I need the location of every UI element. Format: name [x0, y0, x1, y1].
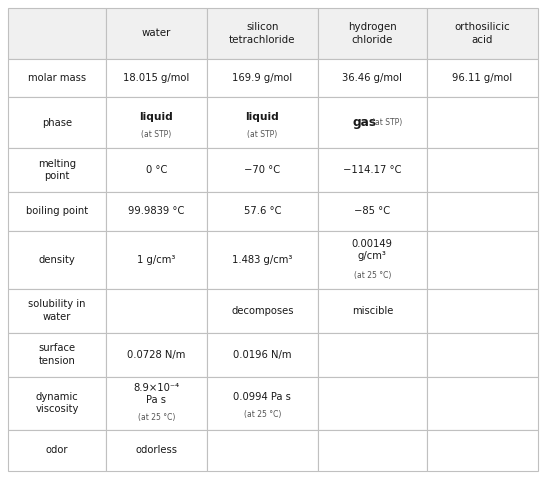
- Text: gas: gas: [352, 116, 376, 129]
- Text: (at STP): (at STP): [247, 129, 277, 138]
- Bar: [427, 192, 538, 231]
- Bar: [318, 192, 427, 231]
- Bar: [318, 288, 427, 332]
- Text: 1.483 g/cm³: 1.483 g/cm³: [232, 255, 293, 264]
- Bar: [106, 288, 207, 332]
- Bar: [427, 97, 538, 148]
- Bar: [106, 148, 207, 192]
- Bar: [318, 231, 427, 288]
- Bar: [207, 430, 318, 470]
- Text: −70 °C: −70 °C: [245, 165, 281, 175]
- Bar: [8, 288, 106, 332]
- Text: boiling point: boiling point: [26, 206, 88, 217]
- Text: 57.6 °C: 57.6 °C: [244, 206, 281, 217]
- Bar: [8, 148, 106, 192]
- Text: 0.0728 N/m: 0.0728 N/m: [127, 350, 186, 360]
- Text: density: density: [39, 255, 75, 264]
- Bar: [207, 148, 318, 192]
- Bar: [106, 231, 207, 288]
- Bar: [318, 376, 427, 430]
- Text: odor: odor: [46, 445, 68, 455]
- Bar: [207, 231, 318, 288]
- Bar: [106, 430, 207, 470]
- Bar: [8, 376, 106, 430]
- Bar: [8, 430, 106, 470]
- Bar: [106, 376, 207, 430]
- Text: 0.0196 N/m: 0.0196 N/m: [233, 350, 292, 360]
- Text: odorless: odorless: [135, 445, 177, 455]
- Text: silicon
tetrachloride: silicon tetrachloride: [229, 22, 295, 45]
- Text: (at STP): (at STP): [372, 118, 402, 127]
- Text: water: water: [142, 28, 171, 38]
- Text: (at STP): (at STP): [141, 129, 171, 138]
- Text: surface
tension: surface tension: [38, 343, 75, 366]
- Text: molar mass: molar mass: [28, 73, 86, 83]
- Bar: [318, 148, 427, 192]
- Bar: [318, 8, 427, 59]
- Text: hydrogen
chloride: hydrogen chloride: [348, 22, 397, 45]
- Bar: [207, 332, 318, 376]
- Bar: [207, 59, 318, 97]
- Bar: [106, 8, 207, 59]
- Bar: [427, 376, 538, 430]
- Text: 8.9×10⁻⁴
Pa s: 8.9×10⁻⁴ Pa s: [133, 383, 180, 405]
- Text: 0.00149
g/cm³: 0.00149 g/cm³: [352, 239, 393, 261]
- Bar: [8, 332, 106, 376]
- Text: solubility in
water: solubility in water: [28, 299, 86, 322]
- Bar: [318, 332, 427, 376]
- Bar: [427, 430, 538, 470]
- Text: miscible: miscible: [352, 306, 393, 316]
- Text: melting
point: melting point: [38, 159, 76, 182]
- Bar: [318, 59, 427, 97]
- Bar: [427, 59, 538, 97]
- Text: 36.46 g/mol: 36.46 g/mol: [342, 73, 402, 83]
- Bar: [427, 231, 538, 288]
- Bar: [8, 59, 106, 97]
- Text: (at 25 °C): (at 25 °C): [244, 411, 281, 420]
- Bar: [207, 97, 318, 148]
- Text: orthosilicic
acid: orthosilicic acid: [454, 22, 510, 45]
- Bar: [207, 376, 318, 430]
- Bar: [207, 192, 318, 231]
- Text: phase: phase: [42, 118, 72, 128]
- Text: 1 g/cm³: 1 g/cm³: [137, 255, 176, 264]
- Bar: [8, 97, 106, 148]
- Text: −114.17 °C: −114.17 °C: [343, 165, 402, 175]
- Text: liquid: liquid: [246, 112, 279, 122]
- Text: 0 °C: 0 °C: [146, 165, 167, 175]
- Text: dynamic
viscosity: dynamic viscosity: [35, 392, 79, 414]
- Text: (at 25 °C): (at 25 °C): [354, 271, 391, 280]
- Bar: [427, 148, 538, 192]
- Bar: [106, 332, 207, 376]
- Text: 18.015 g/mol: 18.015 g/mol: [123, 73, 189, 83]
- Bar: [106, 59, 207, 97]
- Bar: [207, 288, 318, 332]
- Bar: [318, 97, 427, 148]
- Text: decomposes: decomposes: [231, 306, 294, 316]
- Bar: [8, 231, 106, 288]
- Bar: [8, 192, 106, 231]
- Text: 99.9839 °C: 99.9839 °C: [128, 206, 185, 217]
- Text: −85 °C: −85 °C: [354, 206, 390, 217]
- Text: 0.0994 Pa s: 0.0994 Pa s: [234, 392, 292, 402]
- Bar: [318, 430, 427, 470]
- Bar: [106, 192, 207, 231]
- Text: liquid: liquid: [140, 112, 173, 122]
- Text: 169.9 g/mol: 169.9 g/mol: [233, 73, 293, 83]
- Text: 96.11 g/mol: 96.11 g/mol: [452, 73, 512, 83]
- Bar: [427, 332, 538, 376]
- Bar: [207, 8, 318, 59]
- Bar: [427, 288, 538, 332]
- Bar: [427, 8, 538, 59]
- Text: (at 25 °C): (at 25 °C): [138, 413, 175, 422]
- Bar: [106, 97, 207, 148]
- Bar: [8, 8, 106, 59]
